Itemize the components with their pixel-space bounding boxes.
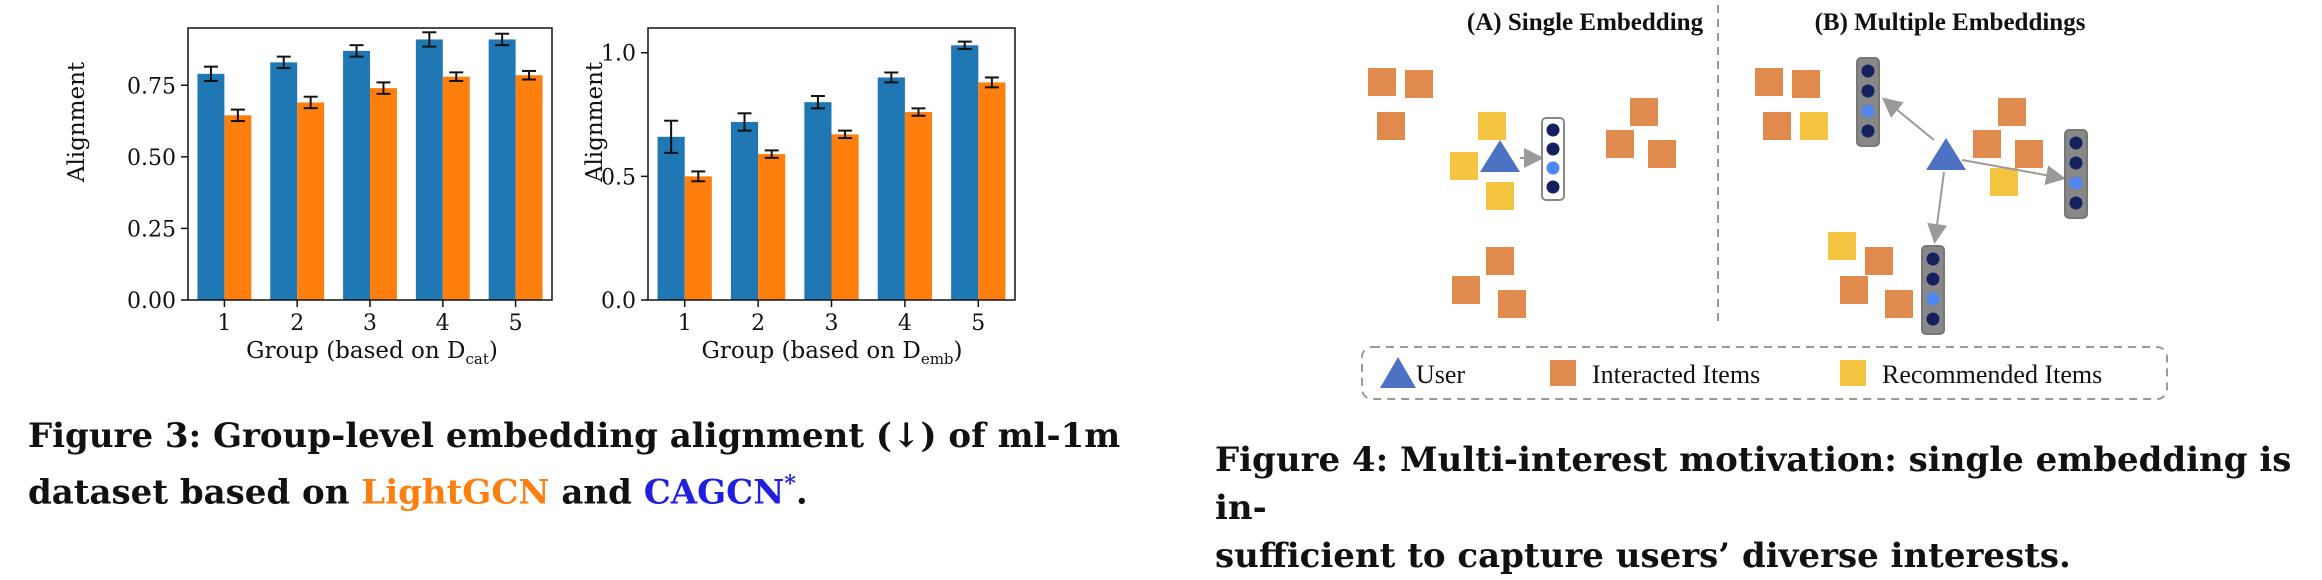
right-chart-plot: 1 2 3 4 5 0.0 0.5 1.0 — [601, 27, 1016, 336]
x-tick-label: 5 — [509, 311, 523, 336]
figure3-left-chart: Alignment 1 2 3 4 5 0.00 0.25 0.50 0.75 Group (b… — [64, 27, 553, 368]
y-tick-label: 0.5 — [601, 165, 636, 190]
bar-left-series1-group5 — [488, 39, 516, 300]
legend-user-icon — [1380, 357, 1416, 388]
left-chart-ylabel: Alignment — [64, 61, 90, 183]
panel-a-items — [1368, 68, 1676, 318]
bar-left-series2-group4 — [442, 76, 470, 301]
figure3-caption-line2: dataset based on LightGCN and CAGCN*. — [28, 471, 808, 513]
bar-left-series2-group2 — [297, 102, 325, 300]
figure4-caption-line2: sufficient to capture users’ diverse int… — [1215, 536, 2071, 576]
figure3-caption: Figure 3: Group-level embedding alignmen… — [28, 412, 1188, 516]
bar-left-series1-group4 — [415, 39, 443, 300]
user-icon — [1480, 140, 1520, 172]
panel-a-user — [1480, 117, 1565, 201]
recommended-item — [1478, 112, 1506, 140]
figure4-legend: User Interacted Items Recommended Items — [1361, 346, 2168, 400]
figure3-caption-line1: Figure 3: Group-level embedding alignmen… — [28, 416, 1121, 456]
y-tick-label: 0.50 — [127, 146, 176, 171]
x-tick-label: 4 — [436, 311, 450, 336]
bar-right-series2-group5 — [978, 82, 1006, 301]
x-tick-label: 2 — [751, 311, 765, 336]
bar-left-series2-group5 — [515, 75, 543, 301]
x-tick-label: 5 — [971, 311, 985, 336]
y-tick-label: 0.00 — [127, 289, 176, 314]
bar-right-series1-group5 — [951, 45, 979, 301]
interacted-item — [1377, 112, 1405, 140]
interacted-item — [1998, 98, 2026, 126]
lightgcn-label: LightGCN — [361, 472, 550, 513]
legend-interacted-label: Interacted Items — [1592, 360, 1760, 389]
x-tick-label: 2 — [290, 311, 304, 336]
x-tick-label: 3 — [363, 311, 377, 336]
bar-right-series2-group4 — [904, 112, 933, 300]
bar-left-series1-group3 — [343, 50, 370, 301]
interacted-item — [1498, 290, 1526, 318]
legend-recommended-label: Recommended Items — [1882, 360, 2102, 389]
plot-frame — [187, 27, 553, 301]
figure4-diagram: (A) Single Embedding (B) Multiple Embedd… — [1361, 5, 2168, 400]
recommended-item — [1990, 168, 2018, 196]
interacted-item — [1368, 68, 1396, 96]
interacted-item — [2015, 140, 2043, 168]
interacted-item — [1763, 112, 1791, 140]
legend-recommended-swatch — [1840, 360, 1866, 386]
interacted-item — [1792, 70, 1820, 98]
bar-left-series1-group1 — [197, 73, 225, 301]
interacted-item — [1973, 130, 2001, 158]
cagcn-label: CAGCN — [643, 472, 785, 513]
right-chart-xlabel: Group (based on Demb) — [701, 338, 962, 368]
panel-b-user — [1856, 57, 2088, 335]
embedding-vector — [1541, 117, 1565, 201]
interacted-item — [1885, 290, 1913, 318]
y-tick-label: 0.25 — [127, 217, 176, 242]
bar-left-series1-group2 — [270, 62, 298, 300]
right-chart-ylabel: Alignment — [582, 61, 608, 183]
bar-left-series2-group3 — [370, 88, 397, 300]
recommended-item — [1486, 182, 1514, 210]
figure3-right-chart: Alignment 1 2 3 4 5 0.0 0.5 1.0 Group (based on… — [582, 27, 1016, 368]
bar-right-series2-group3 — [831, 134, 859, 300]
bar-right-series1-group2 — [730, 121, 759, 300]
bar-right-series1-group3 — [804, 102, 832, 300]
interacted-item — [1630, 98, 1658, 126]
interacted-item — [1865, 247, 1893, 275]
interacted-item — [1405, 70, 1433, 98]
y-tick-label: 0.0 — [601, 289, 636, 314]
bar-right-series2-group1 — [684, 176, 712, 300]
panel-b-title: (B) Multiple Embeddings — [1815, 9, 2086, 36]
x-tick-label: 3 — [825, 311, 839, 336]
interacted-item — [1606, 130, 1634, 158]
interacted-item — [1755, 68, 1783, 96]
figure4-caption-line1: Figure 4: Multi-interest motivation: sin… — [1215, 440, 2292, 528]
panel-b-items — [1755, 68, 2043, 318]
interacted-item — [1840, 276, 1868, 304]
left-chart-plot: 1 2 3 4 5 0.00 0.25 0.50 0.75 — [127, 27, 553, 336]
bar-left-series2-group1 — [224, 115, 252, 300]
bar-right-series1-group4 — [877, 77, 905, 300]
figure4-caption: Figure 4: Multi-interest motivation: sin… — [1215, 436, 2315, 580]
user-icon — [1926, 138, 1966, 170]
embedding-vector — [2064, 129, 2088, 219]
interacted-item — [1452, 276, 1480, 304]
interacted-item — [1648, 140, 1676, 168]
interacted-item — [1486, 247, 1514, 275]
x-tick-label: 1 — [678, 311, 692, 336]
x-tick-label: 4 — [898, 311, 912, 336]
recommended-item — [1450, 152, 1478, 180]
bar-right-series1-group1 — [657, 136, 685, 300]
bar-right-series2-group2 — [758, 154, 786, 300]
legend-user-label: User — [1416, 360, 1465, 389]
panel-a-title: (A) Single Embedding — [1467, 9, 1704, 36]
x-tick-label: 1 — [217, 311, 231, 336]
embedding-vector — [1921, 245, 1945, 335]
plot-frame — [647, 27, 1016, 301]
embedding-vector — [1856, 57, 1880, 147]
y-tick-label: 1.0 — [601, 42, 636, 67]
left-chart-xlabel: Group (based on Dcat) — [246, 338, 498, 368]
recommended-item — [1828, 232, 1856, 260]
legend-interacted-swatch — [1550, 360, 1576, 386]
recommended-item — [1800, 112, 1828, 140]
y-tick-label: 0.75 — [127, 74, 176, 99]
